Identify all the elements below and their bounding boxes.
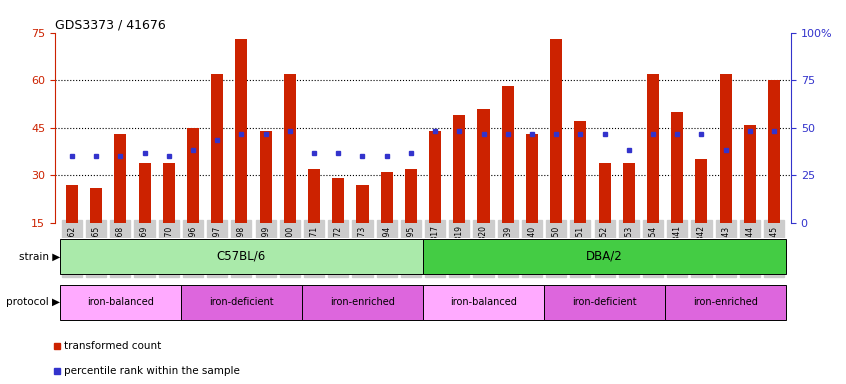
Text: DBA/2: DBA/2 — [586, 250, 623, 263]
Text: strain ▶: strain ▶ — [19, 251, 60, 262]
Bar — [720, 74, 732, 223]
Text: protocol ▶: protocol ▶ — [6, 297, 60, 308]
Bar — [162, 162, 175, 223]
Bar — [623, 162, 634, 223]
Bar — [90, 188, 102, 223]
Bar — [695, 159, 707, 223]
Bar — [356, 185, 369, 223]
Bar — [139, 162, 151, 223]
Bar — [235, 39, 248, 223]
Bar — [423, 239, 786, 274]
Bar — [744, 124, 756, 223]
Bar — [283, 74, 296, 223]
Bar — [60, 239, 423, 274]
Bar — [647, 74, 659, 223]
Text: iron-deficient: iron-deficient — [209, 297, 274, 308]
Bar — [526, 134, 538, 223]
Text: GDS3373 / 41676: GDS3373 / 41676 — [55, 18, 166, 31]
Bar — [665, 285, 786, 320]
Bar — [671, 112, 684, 223]
Bar — [181, 285, 302, 320]
Bar — [477, 109, 490, 223]
Bar — [66, 185, 78, 223]
Bar — [405, 169, 417, 223]
Bar — [544, 285, 665, 320]
Bar — [574, 121, 586, 223]
Text: iron-enriched: iron-enriched — [693, 297, 758, 308]
Bar — [550, 39, 563, 223]
Bar — [114, 134, 126, 223]
Text: C57BL/6: C57BL/6 — [217, 250, 266, 263]
Text: iron-balanced: iron-balanced — [450, 297, 517, 308]
Bar — [453, 115, 465, 223]
Bar — [187, 127, 199, 223]
Bar — [302, 285, 423, 320]
Text: iron-deficient: iron-deficient — [572, 297, 637, 308]
Text: iron-balanced: iron-balanced — [87, 297, 154, 308]
Bar — [60, 285, 181, 320]
Text: transformed count: transformed count — [64, 341, 162, 351]
Bar — [768, 80, 780, 223]
Bar — [332, 178, 344, 223]
Bar — [381, 172, 393, 223]
Bar — [260, 131, 272, 223]
Bar — [429, 131, 441, 223]
Bar — [598, 162, 611, 223]
Bar — [502, 86, 514, 223]
Bar — [423, 285, 544, 320]
Bar — [308, 169, 320, 223]
Text: iron-enriched: iron-enriched — [330, 297, 395, 308]
Text: percentile rank within the sample: percentile rank within the sample — [64, 366, 240, 376]
Bar — [212, 74, 223, 223]
